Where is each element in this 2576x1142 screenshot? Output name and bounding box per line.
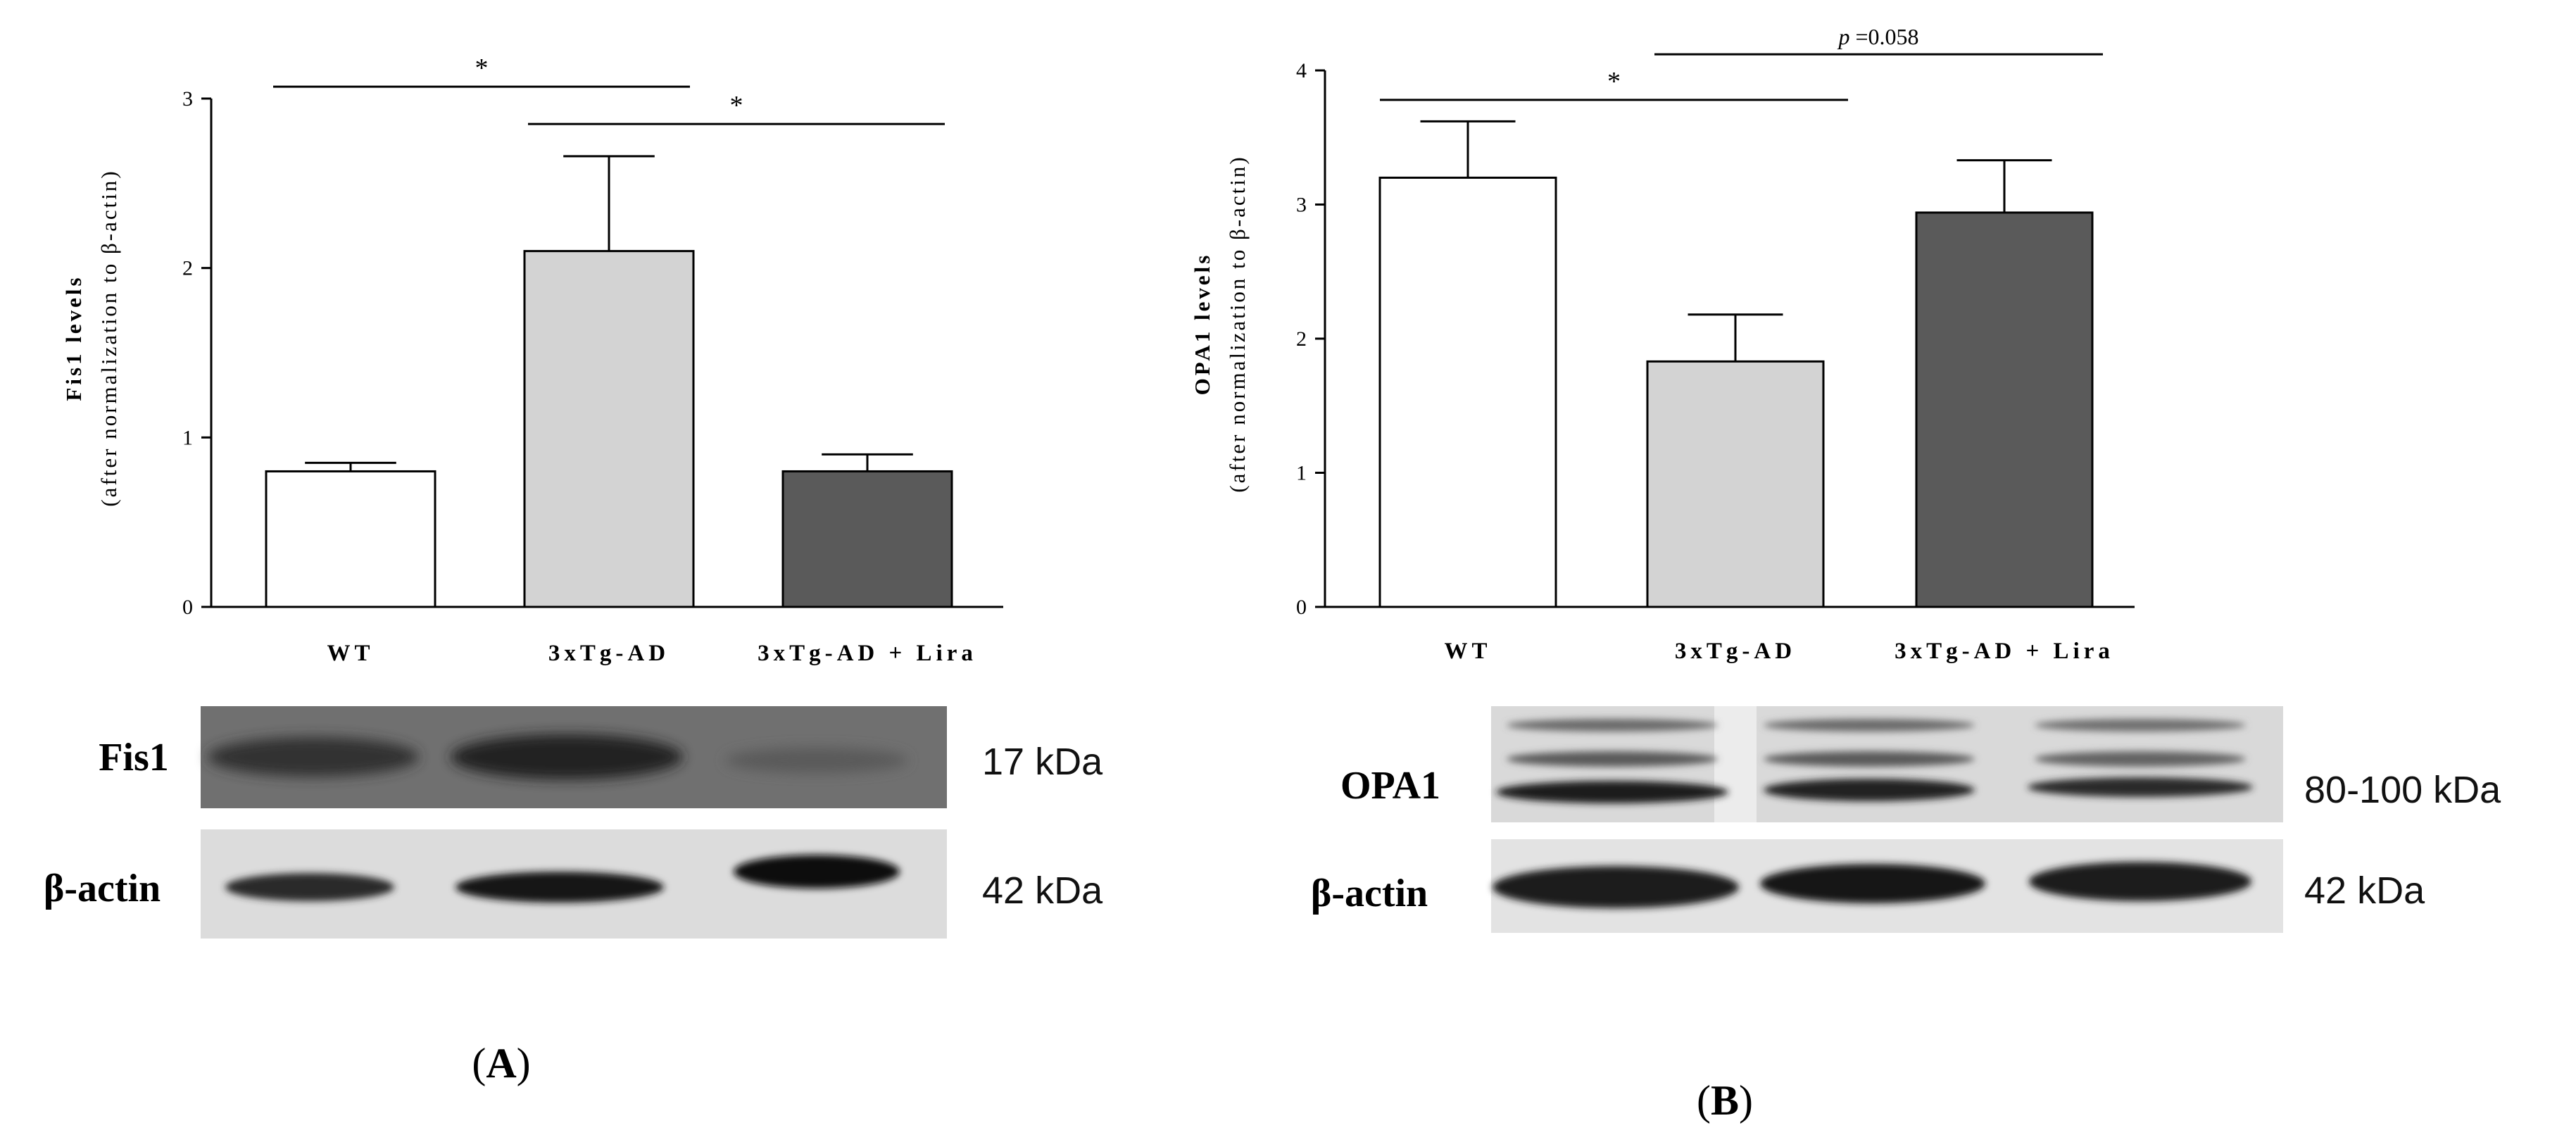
western-blot-b: OPA1 β-actin 80-100 kDa 42 kDa xyxy=(1311,706,2501,933)
y-tick-label: 2 xyxy=(1296,327,1307,351)
y-tick-label: 3 xyxy=(1296,194,1307,217)
blot-bands-actin-b xyxy=(1493,862,2251,908)
significance-p-value: =0.058 xyxy=(1849,24,1918,49)
bar xyxy=(265,470,436,608)
category-label: 3xTg-AD + Lira xyxy=(758,641,977,666)
category-label: 3xTg-AD + Lira xyxy=(1895,639,2114,664)
western-blot-a: Fis1 β-actin 17 kDa 42 kDa xyxy=(44,706,1103,939)
y-tick-label: 4 xyxy=(1296,59,1307,82)
blot-bands-fis1 xyxy=(208,734,908,779)
panel-label-a: (A) xyxy=(472,1040,530,1086)
blot-protein-actin-b: β-actin xyxy=(1311,872,1428,915)
blot-bands-opa1 xyxy=(1496,706,2253,822)
blot-protein-fis1: Fis1 xyxy=(99,736,169,779)
category-label: 3xTg-AD xyxy=(548,641,670,666)
bar xyxy=(523,250,695,608)
y-tick-label: 3 xyxy=(182,87,193,111)
significance-label: p =0.058 xyxy=(1837,24,1918,49)
category-label: 3xTg-AD xyxy=(1675,639,1796,664)
panel-b: 0 1 2 3 4 WT 3xTg-AD 3xTg-AD + Lira * p =0.058 OP… xyxy=(1190,24,2501,1124)
bar-chart-opa1: 0 1 2 3 4 WT 3xTg-AD 3xTg-AD + Lira * p =0.058 xyxy=(1296,24,2135,664)
blot-size-opa1: 80-100 kDa xyxy=(2304,769,2501,811)
y-axis-label-opa1: OPA1 levels xyxy=(1190,253,1214,396)
y-axis-label-fis1: Fis1 levels xyxy=(61,275,86,401)
y-tick-label: 1 xyxy=(182,426,193,449)
y-axis-sublabel-opa1: (after normalization to β-actin) xyxy=(1225,155,1250,492)
significance-label: * xyxy=(730,91,743,120)
significance-label: * xyxy=(475,54,489,83)
y-tick-label: 1 xyxy=(1296,462,1307,485)
bar xyxy=(781,470,953,608)
bar-chart-fis1: 0 1 2 3 WT 3xTg-AD 3xTg-AD + Lira * * xyxy=(182,54,1003,666)
y-tick-label: 2 xyxy=(182,257,193,280)
blot-size-actin-a: 42 kDa xyxy=(982,870,1103,912)
y-tick-label: 0 xyxy=(1296,596,1307,619)
panel-a: 0 1 2 3 WT 3xTg-AD 3xTg-AD + Lira * * Fis1 level… xyxy=(44,54,1103,1086)
blot-size-fis1: 17 kDa xyxy=(982,741,1103,783)
y-tick-label: 0 xyxy=(182,596,193,619)
significance-p-symbol: p xyxy=(1837,24,1849,49)
blot-protein-actin-a: β-actin xyxy=(44,867,161,910)
bar xyxy=(1915,211,2094,608)
bar xyxy=(1378,176,1557,608)
category-label: WT xyxy=(327,641,374,666)
blot-size-actin-b: 42 kDa xyxy=(2304,870,2425,912)
panel-label-b: (B) xyxy=(1697,1077,1753,1124)
category-label: WT xyxy=(1444,639,1491,664)
significance-label: * xyxy=(1607,67,1621,96)
blot-bands-actin-a xyxy=(225,855,900,903)
blot-protein-opa1: OPA1 xyxy=(1340,764,1440,808)
bar xyxy=(1646,360,1825,608)
y-axis-sublabel-fis1: (after normalization to β-actin) xyxy=(96,169,121,506)
